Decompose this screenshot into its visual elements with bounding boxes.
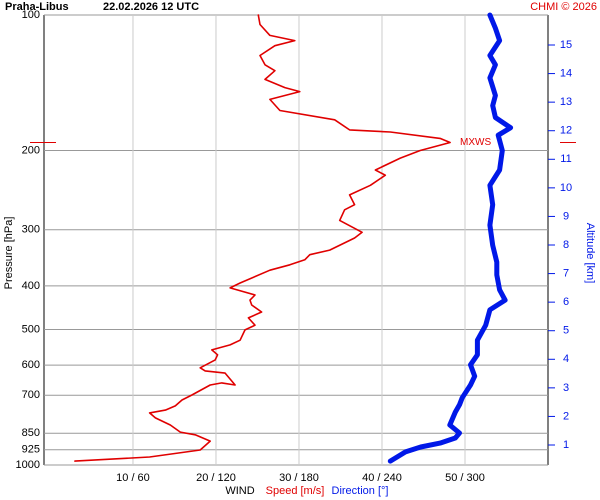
y-tick-label: 600: [22, 359, 40, 371]
y2-tick-label: 2: [563, 410, 569, 422]
chart-subtitle: 22.02.2026 12 UTC: [103, 1, 199, 13]
y2-tick-label: 11: [560, 153, 571, 165]
annotation: MXWS: [460, 137, 491, 148]
x-tick-label: 30 / 180: [279, 472, 319, 484]
x-tick-label: 10 / 60: [116, 472, 150, 484]
y2-tick-label: 14: [560, 67, 572, 79]
y-tick-label: 500: [22, 323, 40, 335]
y2-tick-label: 1: [563, 439, 569, 451]
y-tick-label: 925: [22, 444, 40, 456]
y2-tick-label: 13: [560, 96, 572, 108]
y-tick-label: 1000: [16, 459, 40, 471]
x-tick-label: 20 / 120: [196, 472, 236, 484]
direction-line: [387, 12, 514, 464]
y2-tick-label: 3: [563, 382, 569, 394]
legend-entry: Speed [m/s]: [266, 485, 325, 497]
y2-tick-label: 5: [563, 325, 569, 337]
legend-entry: Direction [°]: [332, 485, 389, 497]
x-tick-label: 50 / 300: [445, 472, 485, 484]
y-tick-label: 300: [22, 224, 40, 236]
speed-line: [74, 14, 451, 462]
y-tick-label: 200: [22, 144, 40, 156]
y-axis-label: Pressure [hPa]: [3, 217, 15, 290]
y2-tick-label: 12: [560, 125, 572, 137]
y-tick-label: 700: [22, 389, 40, 401]
y2-tick-label: 8: [563, 239, 569, 251]
chart-title: Praha-Libus: [5, 1, 69, 13]
y-tick-label: 400: [22, 280, 40, 292]
y-tick-label: 100: [22, 9, 40, 21]
y2-tick-label: 6: [563, 296, 569, 308]
y-tick-label: 850: [22, 427, 40, 439]
y2-tick-label: 9: [563, 210, 569, 222]
y2-tick-label: 10: [560, 182, 572, 194]
y2-tick-label: 4: [563, 353, 569, 365]
credit: CHMI © 2026: [530, 1, 597, 13]
y2-axis-label: Altitude [km]: [584, 223, 596, 284]
x-tick-label: 40 / 240: [362, 472, 402, 484]
y2-tick-label: 15: [560, 39, 572, 51]
x-axis-label: WIND: [225, 485, 254, 497]
y2-tick-label: 7: [563, 267, 569, 279]
